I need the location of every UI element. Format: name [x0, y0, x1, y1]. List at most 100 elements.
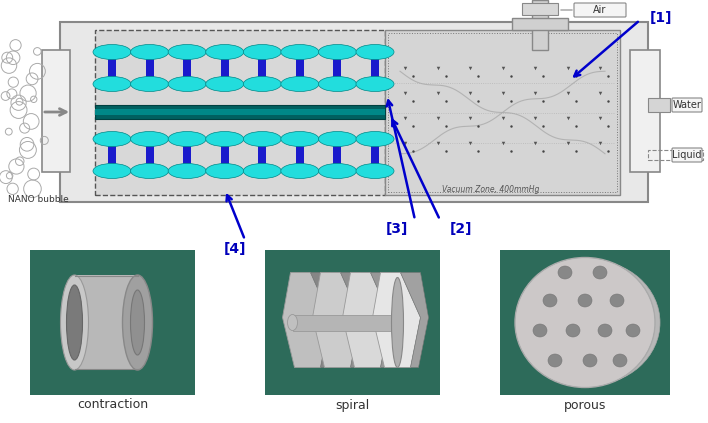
Polygon shape — [282, 272, 331, 368]
Ellipse shape — [281, 44, 319, 60]
Ellipse shape — [610, 294, 624, 307]
Text: spiral: spiral — [336, 398, 370, 412]
Ellipse shape — [130, 132, 169, 146]
Ellipse shape — [319, 164, 356, 179]
Bar — [221, 49, 229, 87]
Ellipse shape — [122, 275, 152, 370]
Ellipse shape — [515, 258, 655, 387]
Bar — [258, 136, 266, 174]
Text: [4]: [4] — [224, 242, 246, 256]
Ellipse shape — [356, 132, 394, 146]
Ellipse shape — [130, 77, 169, 91]
Ellipse shape — [516, 258, 654, 387]
Ellipse shape — [93, 44, 131, 60]
Ellipse shape — [244, 44, 281, 60]
Ellipse shape — [93, 132, 131, 146]
Bar — [512, 18, 568, 30]
Bar — [296, 49, 304, 87]
Ellipse shape — [206, 164, 244, 179]
Ellipse shape — [244, 164, 281, 179]
Ellipse shape — [93, 77, 131, 91]
Bar — [371, 136, 379, 174]
Ellipse shape — [168, 132, 206, 146]
FancyBboxPatch shape — [672, 148, 702, 162]
Bar — [95, 105, 385, 119]
Ellipse shape — [613, 354, 627, 367]
Ellipse shape — [543, 294, 557, 307]
Bar — [146, 136, 154, 174]
Bar — [500, 250, 670, 395]
Ellipse shape — [356, 44, 394, 60]
Bar — [108, 49, 116, 87]
Text: [3]: [3] — [386, 222, 408, 236]
Bar — [385, 30, 620, 195]
Polygon shape — [372, 272, 421, 368]
Bar — [371, 49, 379, 87]
Bar — [388, 33, 617, 192]
Ellipse shape — [168, 77, 206, 91]
Bar — [532, 0, 548, 50]
Text: contraction: contraction — [77, 398, 148, 412]
Ellipse shape — [392, 277, 404, 368]
Bar — [183, 49, 191, 87]
Ellipse shape — [566, 324, 580, 337]
Bar — [333, 136, 341, 174]
Ellipse shape — [558, 266, 572, 279]
Bar — [296, 136, 304, 174]
Ellipse shape — [356, 77, 394, 91]
FancyBboxPatch shape — [672, 98, 702, 112]
Ellipse shape — [281, 132, 319, 146]
Ellipse shape — [93, 164, 131, 179]
Bar — [108, 136, 116, 174]
Ellipse shape — [67, 285, 83, 360]
Ellipse shape — [281, 164, 319, 179]
Polygon shape — [312, 272, 360, 368]
Bar — [146, 49, 154, 87]
Ellipse shape — [168, 44, 206, 60]
Ellipse shape — [626, 324, 640, 337]
Text: porous: porous — [564, 398, 606, 412]
Bar — [522, 3, 558, 15]
Bar — [72, 275, 137, 370]
Bar — [265, 250, 440, 395]
Ellipse shape — [206, 44, 244, 60]
Bar — [333, 49, 341, 87]
Text: Air: Air — [593, 5, 607, 15]
Bar — [648, 150, 703, 160]
Text: Vacuum Zone, 400mmHg: Vacuum Zone, 400mmHg — [442, 185, 539, 194]
Bar — [95, 30, 385, 195]
Bar — [258, 49, 266, 87]
Polygon shape — [341, 272, 368, 368]
Bar — [95, 109, 385, 115]
Ellipse shape — [356, 164, 394, 179]
Ellipse shape — [593, 266, 607, 279]
Ellipse shape — [244, 132, 281, 146]
Bar — [221, 136, 229, 174]
Bar — [42, 50, 70, 172]
FancyBboxPatch shape — [574, 3, 626, 17]
Bar — [30, 250, 195, 395]
Ellipse shape — [60, 275, 88, 370]
Polygon shape — [343, 272, 391, 368]
Ellipse shape — [598, 324, 612, 337]
Polygon shape — [401, 272, 428, 368]
Ellipse shape — [319, 77, 356, 91]
Ellipse shape — [244, 77, 281, 91]
Ellipse shape — [319, 132, 356, 146]
Bar — [648, 98, 670, 112]
Ellipse shape — [287, 314, 297, 330]
Ellipse shape — [206, 77, 244, 91]
Ellipse shape — [548, 354, 562, 367]
Ellipse shape — [583, 354, 597, 367]
Ellipse shape — [578, 294, 592, 307]
Ellipse shape — [319, 44, 356, 60]
Ellipse shape — [206, 132, 244, 146]
Ellipse shape — [130, 164, 169, 179]
Polygon shape — [311, 272, 338, 368]
Ellipse shape — [281, 77, 319, 91]
Text: NANO bubble: NANO bubble — [8, 195, 69, 204]
Ellipse shape — [533, 324, 547, 337]
Polygon shape — [370, 272, 399, 368]
Text: Liquid: Liquid — [673, 150, 702, 160]
Ellipse shape — [168, 164, 206, 179]
